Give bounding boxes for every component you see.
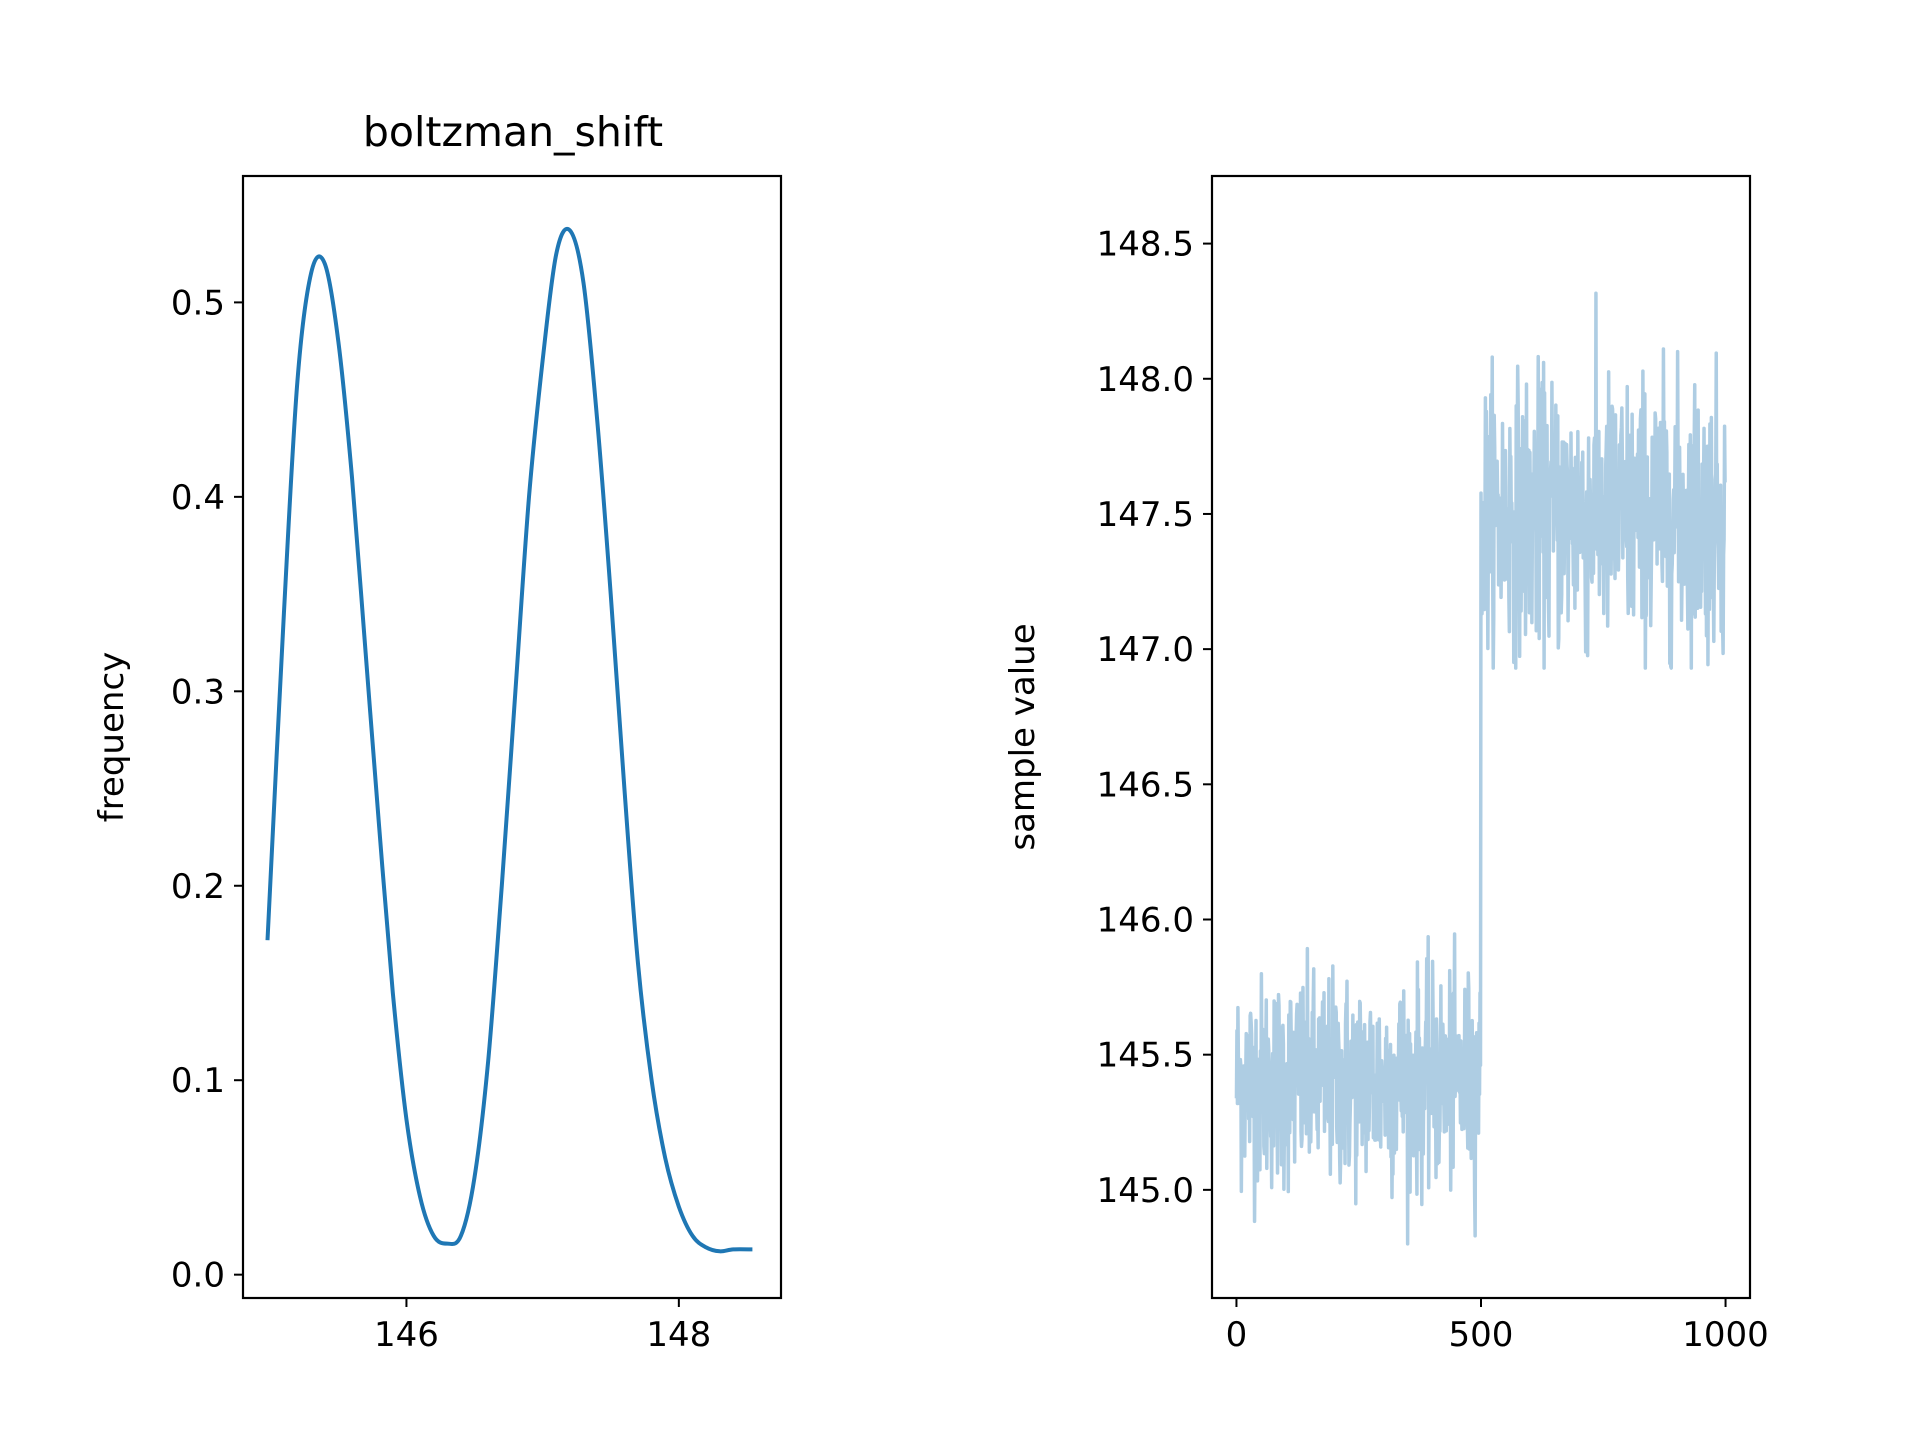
y-tick-label: 147.5 (1097, 495, 1194, 535)
right-y-ticks: 145.0 145.5 146.0 146.5 147.0 147.5 148.0 148.5 (1097, 225, 1212, 1211)
x-tick-label: 148 (646, 1315, 711, 1355)
right-subplot: 0 500 1000 145.0145.5146.0146.5147.0147.51… (1003, 174, 1769, 1355)
frequency-series-line (265, 226, 753, 1254)
y-tick-label: 0.5 (171, 283, 225, 323)
y-tick-label: 0.4 (171, 478, 225, 518)
right-x-ticks: 0 500 1000 (1226, 1298, 1769, 1355)
left-series-line-group (265, 226, 753, 1254)
y-tick-label: 0.0 (171, 1256, 225, 1296)
sample-trace-line (1234, 291, 1727, 1246)
left-subplot: boltzman_shift 146 148 0.0 0.1 0.2 0.3 0.4 0.5… (92, 108, 783, 1355)
left-y-axis-label: frequency (92, 652, 132, 823)
y-tick-label: 145.5 (1097, 1036, 1194, 1076)
right-series-line-group (1234, 291, 1727, 1246)
y-tick-label: 0.1 (171, 1061, 225, 1101)
y-tick-label: 147.0 (1097, 630, 1194, 670)
x-tick-label: 146 (374, 1315, 439, 1355)
y-tick-label: 145.0 (1097, 1171, 1194, 1211)
y-tick-label: 146.5 (1097, 765, 1194, 805)
right-y-axis-label: sample value (1003, 623, 1043, 850)
y-tick-label: 146.0 (1097, 900, 1194, 940)
left-y-ticks: 0.0 0.1 0.2 0.3 0.4 0.5 (171, 283, 243, 1296)
x-tick-label: 1000 (1682, 1315, 1769, 1355)
left-chart-title: boltzman_shift (363, 108, 663, 156)
y-tick-label: 0.2 (171, 867, 225, 907)
x-tick-label: 0 (1226, 1315, 1248, 1355)
left-axes-frame (241, 174, 783, 1300)
y-tick-label: 148.5 (1097, 225, 1194, 265)
y-tick-label: 148.0 (1097, 360, 1194, 400)
left-x-ticks: 146 148 (374, 1298, 711, 1355)
y-tick-label: 0.3 (171, 672, 225, 712)
x-tick-label: 500 (1449, 1315, 1514, 1355)
